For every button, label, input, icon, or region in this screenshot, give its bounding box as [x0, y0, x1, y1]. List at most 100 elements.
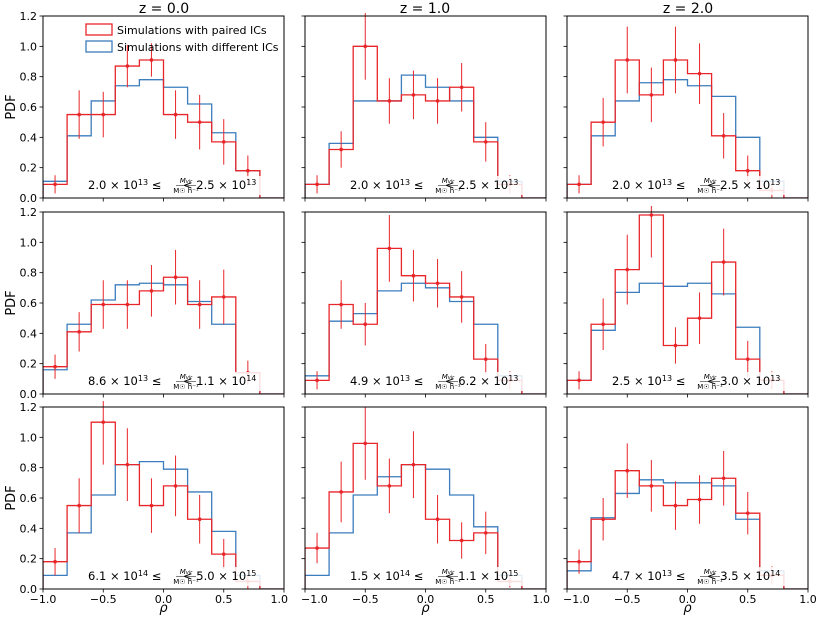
- data-point-paired: [721, 260, 726, 264]
- mass-fraction-denominator: M☉ h⁻¹: [435, 187, 461, 195]
- histogram-layer: [305, 442, 546, 589]
- data-point-paired: [649, 93, 654, 97]
- mass-range-label: 8.6 × 1013 ≤ < 1.1 × 1014: [88, 374, 256, 389]
- data-point-paired: [363, 441, 368, 446]
- mass-range-label: 2.5 × 1013 ≤ < 3.0 × 1013: [612, 374, 780, 389]
- data-point-paired: [339, 490, 343, 494]
- data-point-paired: [197, 120, 202, 124]
- panel-grid: 0.0 0.2 0.4 0.6 0.8 1.0 1.2 PDF 2.0 × 1013 ≤ < 2…: [4, 10, 817, 616]
- y-tick-label: 0.4: [20, 131, 38, 144]
- histogram-layer: [43, 59, 284, 198]
- legend-swatch-different: [85, 40, 113, 53]
- data-point-paired: [697, 316, 702, 320]
- y-tick-label: 0.2: [20, 162, 38, 175]
- data-point-paired: [745, 357, 750, 361]
- data-point-paired: [315, 546, 319, 550]
- data-point-paired: [411, 273, 416, 278]
- y-tick-label: 0.2: [20, 358, 38, 371]
- data-point-paired: [625, 267, 630, 272]
- data-point-paired: [435, 517, 440, 522]
- y-tick-label: 1.0: [20, 40, 38, 53]
- data-point-paired: [435, 281, 440, 286]
- y-tick-label: 0.8: [20, 267, 38, 280]
- x-tick-label: 0.0: [155, 593, 173, 606]
- data-point-paired: [649, 484, 654, 488]
- data-point-paired: [53, 182, 57, 187]
- data-point-paired: [101, 420, 106, 424]
- column-title-1: z = 1.0: [400, 1, 450, 17]
- x-tick-label: −0.5: [352, 593, 379, 606]
- data-point-paired: [697, 71, 702, 76]
- panel-r0-c0: 0.0 0.2 0.4 0.6 0.8 1.0 1.2 PDF 2.0 × 1013 ≤ < 2…: [4, 10, 285, 205]
- panel-r2-c2: −1.0 −0.5 0.0 0.5 1.0 ρ 4.7 × 1013 ≤ < 3.5 × 1…: [563, 406, 817, 616]
- mass-range-label: 6.1 × 1014 ≤ < 5.0 × 1015: [88, 569, 256, 584]
- series-paired-step: [43, 276, 284, 394]
- data-point-paired: [221, 552, 226, 556]
- data-point-paired: [173, 112, 178, 117]
- data-point-paired: [149, 58, 154, 62]
- data-point-paired: [435, 99, 440, 103]
- data-point-paired: [246, 168, 250, 173]
- data-point-paired: [625, 468, 630, 473]
- x-tick-label: −1.0: [30, 593, 57, 606]
- data-point-paired: [125, 64, 130, 68]
- data-point-paired: [339, 302, 343, 307]
- histogram-layer: [305, 45, 546, 198]
- mass-fraction-numerator: Mvir: [704, 373, 717, 381]
- data-point-paired: [459, 538, 464, 543]
- y-tick-label: 0.0: [20, 583, 38, 596]
- panel-r1-c0: 0.0 0.2 0.4 0.6 0.8 1.0 1.2 PDF 8.6 × 1013 ≤ < 1…: [4, 206, 285, 401]
- x-tick-label: 0.0: [679, 593, 697, 606]
- data-point-paired: [601, 517, 605, 522]
- data-point-paired: [745, 511, 750, 515]
- data-point-paired: [387, 246, 392, 251]
- y-tick-label: 0.8: [20, 71, 38, 84]
- data-point-paired: [363, 322, 368, 327]
- y-tick-label: 1.0: [20, 236, 38, 249]
- column-title-0: z = 0.0: [139, 1, 189, 17]
- column-title-2: z = 2.0: [663, 1, 713, 17]
- x-tick-label: −0.5: [614, 593, 641, 606]
- legend-label-paired: Simulations with paired ICs: [117, 24, 267, 37]
- y-axis-label: PDF: [4, 485, 19, 510]
- data-point-paired: [673, 58, 678, 62]
- mass-fraction-denominator: M☉ h⁻¹: [173, 383, 199, 391]
- y-tick-label: 0.4: [20, 522, 38, 535]
- mass-fraction-numerator: Mvir: [180, 568, 193, 576]
- data-point-paired: [77, 503, 81, 508]
- data-point-paired: [101, 302, 106, 307]
- data-point-paired: [53, 364, 57, 369]
- x-tick-label: 1.0: [533, 593, 551, 606]
- data-point-paired: [221, 140, 226, 144]
- y-tick-label: 0.2: [20, 553, 38, 566]
- data-point-paired: [53, 559, 57, 564]
- data-point-paired: [721, 134, 726, 138]
- data-point-paired: [125, 302, 130, 307]
- mass-fraction-numerator: Mvir: [180, 373, 193, 381]
- y-tick-label: 0.6: [20, 492, 38, 505]
- data-point-paired: [387, 484, 392, 488]
- data-point-paired: [125, 462, 130, 467]
- mass-fraction-denominator: M☉ h⁻¹: [697, 383, 723, 391]
- data-point-paired: [625, 58, 630, 62]
- mass-fraction-numerator: Mvir: [704, 568, 717, 576]
- data-point-paired: [577, 182, 581, 187]
- series-paired-step: [567, 470, 808, 589]
- x-tick-label: −0.5: [90, 593, 117, 606]
- y-tick-label: 1.2: [20, 10, 38, 23]
- data-point-paired: [577, 559, 581, 564]
- mass-fraction-numerator: Mvir: [442, 373, 455, 381]
- data-point-paired: [697, 497, 702, 502]
- data-point-paired: [197, 302, 202, 307]
- data-point-paired: [673, 343, 678, 348]
- y-axis-label: PDF: [4, 290, 19, 315]
- y-tick-label: 0.0: [20, 388, 38, 401]
- series-different-step: [567, 79, 808, 198]
- legend-label-different: Simulations with different ICs: [117, 41, 279, 54]
- data-point-paired: [411, 93, 416, 97]
- mass-range-label: 2.0 × 1013 ≤ < 2.5 × 1013: [88, 178, 256, 193]
- y-tick-label: 1.2: [20, 401, 38, 414]
- mass-range-label: 2.0 × 1013 ≤ < 2.5 × 1013: [350, 178, 518, 193]
